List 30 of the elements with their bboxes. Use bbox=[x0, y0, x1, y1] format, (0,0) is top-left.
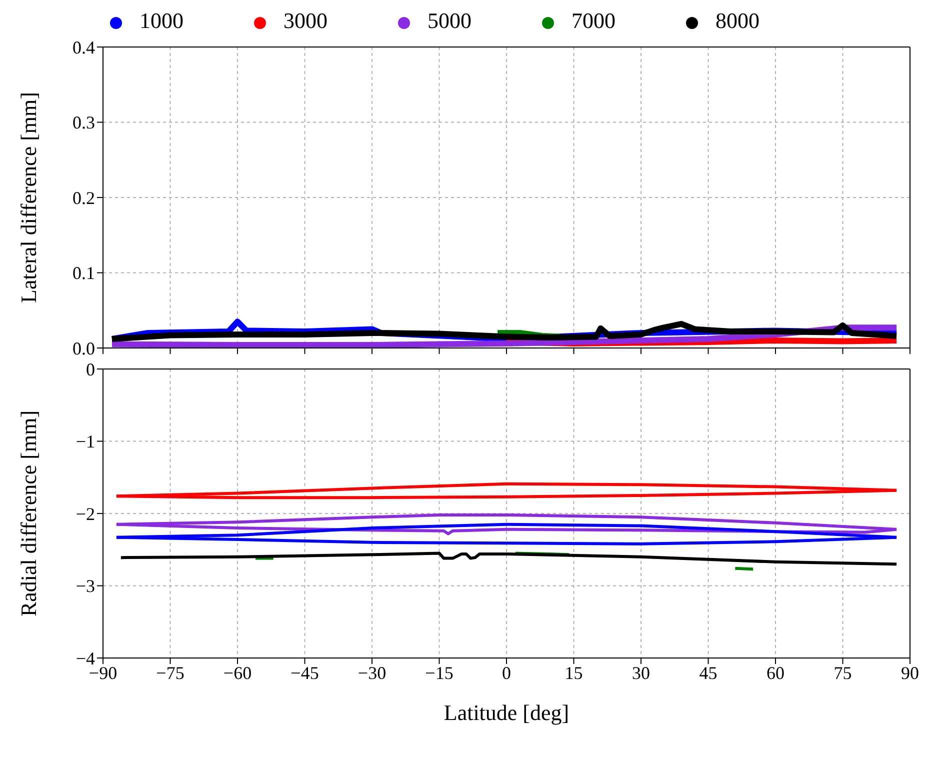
legend-label: 3000 bbox=[284, 8, 328, 33]
x-tick-label: −30 bbox=[358, 662, 386, 683]
x-tick-label: 30 bbox=[632, 662, 650, 683]
y-tick-label: 0.4 bbox=[72, 37, 95, 58]
x-tick-label: 75 bbox=[834, 662, 852, 683]
legend-label: 5000 bbox=[428, 8, 472, 33]
legend-label: 7000 bbox=[572, 8, 616, 33]
y-axis-title: Lateral difference [mm] bbox=[16, 92, 41, 303]
y-tick-label: 0.3 bbox=[72, 112, 95, 133]
y-tick-label: 0.2 bbox=[72, 188, 95, 208]
x-tick-label: −45 bbox=[290, 662, 319, 683]
x-tick-label: 0 bbox=[502, 662, 511, 683]
y-tick-label: −1 bbox=[76, 432, 95, 452]
x-tick-label: −75 bbox=[156, 662, 184, 683]
x-tick-label: −15 bbox=[425, 662, 454, 683]
legend-label: 1000 bbox=[140, 8, 184, 33]
y-tick-label: −2 bbox=[76, 504, 95, 524]
x-tick-label: 60 bbox=[766, 662, 784, 683]
y-tick-label: −4 bbox=[76, 648, 95, 668]
y-tick-label: −3 bbox=[76, 576, 95, 596]
x-tick-label: −60 bbox=[223, 662, 252, 683]
y-tick-label: 0.0 bbox=[72, 338, 95, 358]
y-axis-title: Radial difference [mm] bbox=[16, 410, 41, 617]
legend-label: 8000 bbox=[716, 8, 760, 33]
x-tick-label: 15 bbox=[564, 662, 583, 683]
y-tick-label: 0.1 bbox=[72, 263, 95, 284]
y-tick-label: 0 bbox=[86, 359, 95, 380]
x-tick-label: 90 bbox=[901, 662, 919, 683]
x-tick-label: 45 bbox=[699, 662, 718, 683]
x-axis-title: Latitude [deg] bbox=[444, 700, 570, 725]
